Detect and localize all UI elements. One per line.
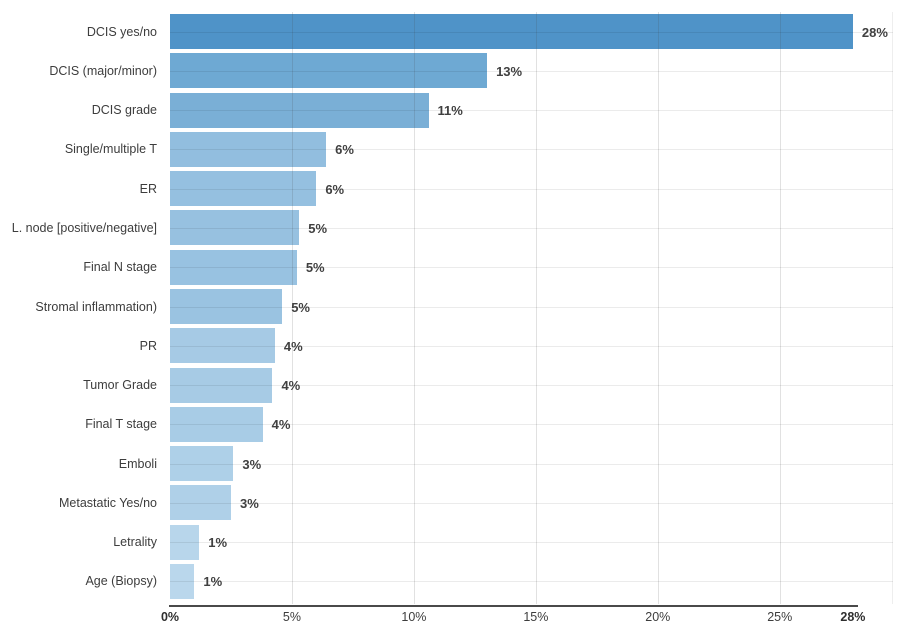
category-label: Single/multiple T [64,142,157,157]
x-tick-label: 5% [282,610,301,624]
horizontal-gridline [170,385,893,387]
value-label: 1% [203,574,223,590]
bar [170,249,297,285]
vertical-gridline [657,12,659,604]
horizontal-gridline [170,70,893,72]
bar [170,524,200,560]
horizontal-gridline [170,31,893,33]
bar [170,446,234,482]
bar [170,367,273,403]
vertical-gridline [535,12,537,604]
value-label: 4% [281,378,301,394]
x-tick-label: 0% [160,610,180,624]
category-label: Age (Biopsy) [85,574,157,589]
horizontal-gridline [170,502,893,504]
value-label: 3% [239,495,259,511]
bar [170,289,283,325]
category-label: Emboli [118,456,157,471]
category-label: Final T stage [85,417,157,432]
category-label: Tumor Grade [83,378,157,393]
bar [170,14,853,50]
category-label: DCIS yes/no [86,24,157,39]
category-label: DCIS grade [91,103,157,118]
x-tick-label: 10% [401,610,427,624]
horizontal-gridline [170,581,893,583]
bar [170,563,195,599]
horizontal-gridline [170,188,893,190]
value-label: 13% [496,63,523,79]
value-label: 6% [325,181,345,197]
horizontal-gridline [170,424,893,426]
bar [170,131,327,167]
category-label: DCIS (major/minor) [49,63,157,78]
value-label: 5% [291,299,310,315]
value-label: 28% [861,24,888,40]
horizontal-gridline [170,463,893,465]
x-tick-label: 20% [645,610,671,624]
horizontal-gridline [170,542,893,544]
bar [170,328,275,364]
category-label: PR [139,338,157,353]
bar [170,171,317,207]
bar [170,406,263,442]
category-axis-labels: DCIS yes/no DCIS (major/minor) DCIS grade S… [0,12,164,602]
category-label: Final N stage [83,260,157,275]
value-label: 3% [242,456,262,472]
horizontal-gridline [170,345,893,347]
bar [170,485,231,521]
x-tick-label: 28% [840,610,866,624]
plot-area: 28% 13% 11% 6% 6% 5% 5% 5% 4% 4% 4% 3% 3% 1% 1% [170,12,893,604]
horizontal-gridline [170,110,893,112]
value-label: 1% [208,535,228,551]
category-label: Metastatic Yes/no [59,495,157,510]
value-label: 11% [437,103,463,119]
category-label: Stromal inflammation) [35,299,157,314]
x-tick-label: 25% [767,610,793,624]
plot-right-edge-line [892,12,893,604]
x-axis-line [169,605,858,607]
value-label: 5% [305,260,325,276]
vertical-gridline [413,12,415,604]
category-label: L. node [positive/negative] [11,220,157,235]
value-label: 4% [283,338,303,354]
value-label: 5% [308,220,328,236]
x-tick-label: 15% [523,610,549,624]
horizontal-gridline [170,149,893,151]
x-axis-tick-labels: 0% 5% 10% 15% 20% 25% 28% [0,610,899,630]
category-label: ER [139,181,157,196]
vertical-gridline [779,12,781,604]
horizontal-gridline [170,306,893,308]
horizontal-gridline [170,227,893,229]
bar [170,53,488,89]
vertical-gridline [291,12,293,604]
value-label: 6% [335,142,354,158]
value-label: 4% [271,417,291,433]
horizontal-gridline [170,267,893,269]
bar [170,210,300,246]
category-label: Letrality [113,535,157,550]
bar [170,92,429,128]
